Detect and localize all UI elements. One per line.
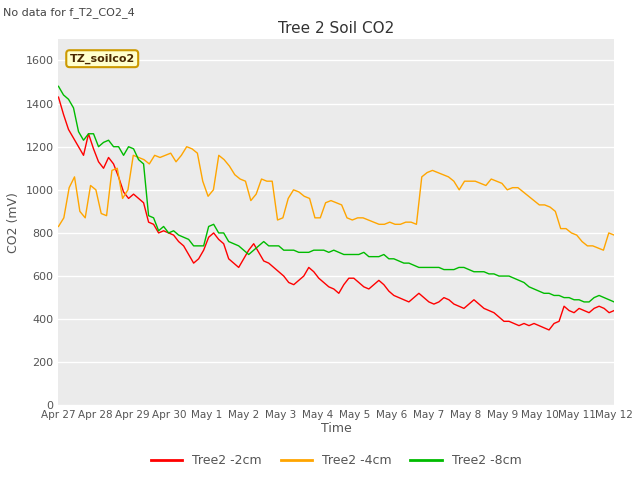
Title: Tree 2 Soil CO2: Tree 2 Soil CO2 bbox=[278, 21, 394, 36]
Legend: Tree2 -2cm, Tree2 -4cm, Tree2 -8cm: Tree2 -2cm, Tree2 -4cm, Tree2 -8cm bbox=[146, 449, 527, 472]
Text: No data for f_T2_CO2_4: No data for f_T2_CO2_4 bbox=[3, 7, 135, 18]
Y-axis label: CO2 (mV): CO2 (mV) bbox=[7, 192, 20, 252]
X-axis label: Time: Time bbox=[321, 421, 351, 435]
Text: TZ_soilco2: TZ_soilco2 bbox=[70, 54, 135, 64]
